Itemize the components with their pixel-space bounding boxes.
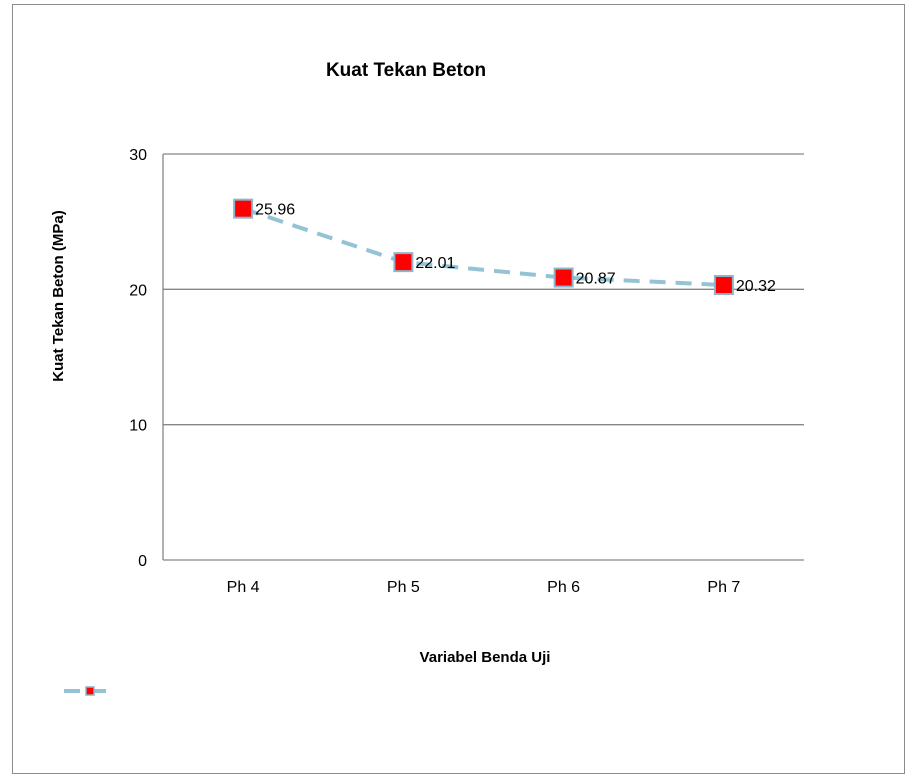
chart-title: Kuat Tekan Beton	[326, 60, 486, 81]
y-tick-labels: 0 10 20 30	[129, 147, 147, 570]
data-point	[713, 275, 734, 296]
y-tick-label: 0	[138, 553, 147, 570]
legend-marker-sample	[85, 686, 95, 696]
x-tick-label: Ph 4	[227, 579, 260, 596]
data-label: 22.01	[415, 255, 455, 272]
data-point	[553, 267, 574, 288]
axes	[162, 154, 804, 561]
data-label: 25.96	[255, 202, 295, 219]
data-point	[393, 252, 414, 273]
x-tick-label: Ph 7	[707, 579, 740, 596]
x-tick-label: Ph 6	[547, 579, 580, 596]
series-layer	[233, 198, 734, 296]
y-tick-label: 10	[129, 418, 147, 435]
data-label: 20.32	[736, 278, 776, 295]
data-labels: 25.96 22.01 20.87 20.32	[255, 202, 776, 295]
gridlines	[163, 153, 804, 426]
x-tick-label: Ph 5	[387, 579, 420, 596]
data-label: 20.87	[576, 271, 616, 288]
x-tick-labels: Ph 4 Ph 5 Ph 6 Ph 7	[227, 579, 741, 596]
legend	[64, 686, 116, 696]
x-axis-title: Variabel Benda Uji	[420, 649, 551, 666]
chart-frame	[12, 4, 905, 774]
data-point	[233, 198, 254, 219]
series-line	[242, 206, 724, 288]
y-axis-title: Kuat Tekan Beton (MPa)	[50, 210, 67, 381]
y-tick-label: 20	[129, 282, 147, 299]
y-tick-label: 30	[129, 147, 147, 164]
